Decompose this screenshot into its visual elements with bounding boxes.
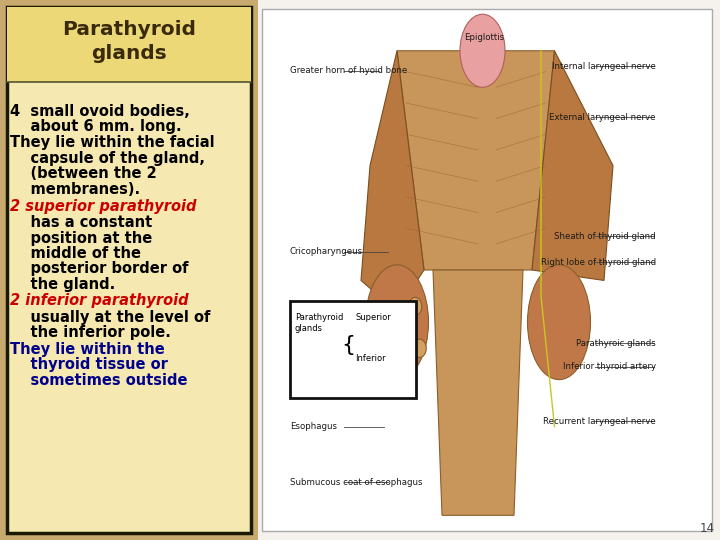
Text: 14: 14: [700, 522, 715, 535]
Text: They lie within the facial: They lie within the facial: [10, 136, 215, 151]
Text: thyroid tissue or: thyroid tissue or: [10, 357, 168, 373]
FancyBboxPatch shape: [290, 301, 416, 398]
FancyBboxPatch shape: [7, 7, 251, 533]
Text: Epiglottis: Epiglottis: [464, 33, 505, 42]
Text: Sheath of thyroid gland: Sheath of thyroid gland: [554, 232, 656, 241]
Text: Parathyroic glands: Parathyroic glands: [576, 339, 656, 348]
Text: Parathyroid
glands: Parathyroid glands: [62, 20, 196, 63]
Text: External laryngeal nerve: External laryngeal nerve: [549, 112, 656, 122]
Text: sometimes outside: sometimes outside: [10, 373, 187, 388]
Polygon shape: [433, 270, 523, 515]
Text: Parathyroid
glands: Parathyroid glands: [295, 313, 343, 333]
Text: capsule of the gland,: capsule of the gland,: [10, 151, 205, 166]
Text: 2 superior parathyroid: 2 superior parathyroid: [10, 199, 197, 213]
Ellipse shape: [408, 298, 422, 316]
Bar: [7, 7, 251, 82]
Text: They lie within the: They lie within the: [10, 342, 165, 357]
Polygon shape: [361, 51, 424, 312]
Text: position at the: position at the: [10, 231, 152, 246]
Text: Inferior: Inferior: [356, 354, 386, 363]
Text: the gland.: the gland.: [10, 277, 115, 292]
Text: Submucous coat of esophagus: Submucous coat of esophagus: [290, 478, 423, 487]
Polygon shape: [397, 51, 554, 270]
Ellipse shape: [366, 265, 428, 380]
Text: has a constant: has a constant: [10, 215, 152, 230]
Polygon shape: [532, 51, 613, 280]
Text: Esophagus: Esophagus: [290, 422, 337, 431]
Text: middle of the: middle of the: [10, 246, 141, 261]
Ellipse shape: [528, 265, 590, 380]
Text: 2 inferior parathyroid: 2 inferior parathyroid: [10, 294, 189, 308]
Bar: [258, 0, 720, 540]
Text: Cricopharyngeus: Cricopharyngeus: [290, 247, 363, 256]
Text: the inferior pole.: the inferior pole.: [10, 326, 171, 341]
FancyBboxPatch shape: [262, 9, 712, 531]
Text: Recurrent laryngeal nerve: Recurrent laryngeal nerve: [543, 417, 656, 426]
Text: {: {: [341, 335, 355, 355]
Text: membranes).: membranes).: [10, 182, 140, 197]
Text: Internal laryngeal nerve: Internal laryngeal nerve: [552, 62, 656, 71]
Ellipse shape: [460, 14, 505, 87]
Ellipse shape: [413, 339, 426, 357]
Text: posterior border of: posterior border of: [10, 261, 189, 276]
Text: usually at the level of: usually at the level of: [10, 310, 210, 325]
Text: Right lobe of thyroid gland: Right lobe of thyroid gland: [541, 258, 656, 267]
Text: Greater horn of hyoid bone: Greater horn of hyoid bone: [290, 66, 407, 75]
Text: Inferior thyroid artery: Inferior thyroid artery: [562, 362, 656, 371]
Text: about 6 mm. long.: about 6 mm. long.: [10, 119, 181, 134]
Text: (between the 2: (between the 2: [10, 166, 157, 181]
Text: 4  small ovoid bodies,: 4 small ovoid bodies,: [10, 104, 190, 118]
Text: Superior: Superior: [356, 313, 391, 322]
